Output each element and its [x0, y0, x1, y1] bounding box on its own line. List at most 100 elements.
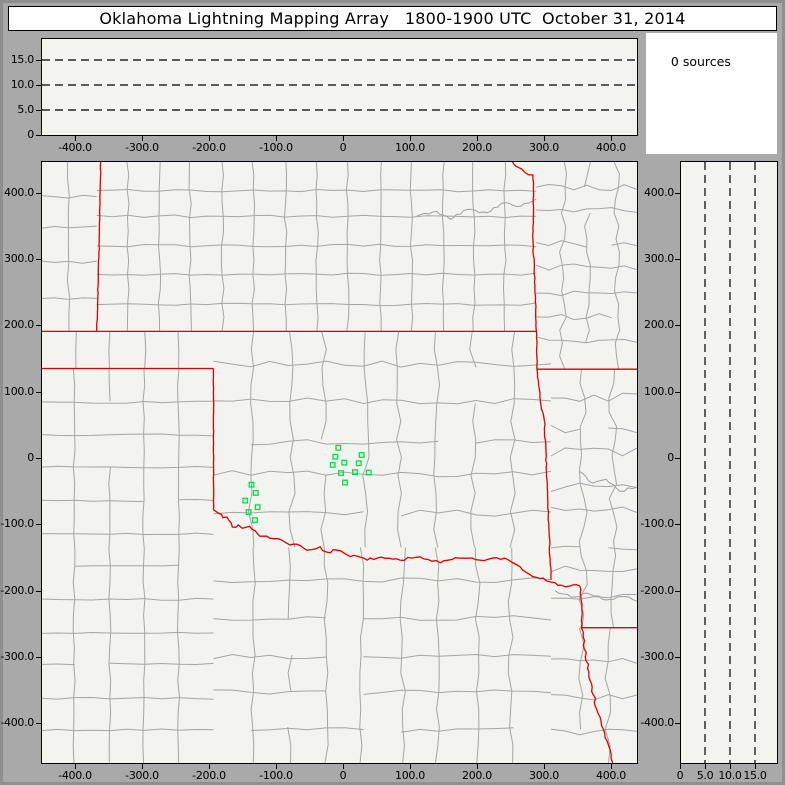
- county-boundary: [550, 506, 637, 513]
- county-boundary: [323, 547, 329, 763]
- county-boundary: [320, 475, 327, 548]
- county-boundary: [213, 653, 327, 660]
- county-boundary: [550, 545, 580, 549]
- county-boundary: [550, 424, 580, 434]
- map-x-tick-label: -100.0: [259, 769, 293, 782]
- map-panel: [41, 161, 638, 764]
- ew-x-tick-label: 200.0: [462, 141, 492, 154]
- lma-station-marker: [245, 509, 252, 516]
- ns-y-tick-label: -100.0: [640, 517, 674, 530]
- county-boundary: [213, 689, 327, 695]
- axis-tick: [477, 136, 478, 141]
- axis-tick: [142, 136, 143, 141]
- county-boundary: [213, 616, 327, 621]
- county-boundary: [72, 368, 76, 763]
- county-boundary: [359, 547, 365, 763]
- axis-tick: [75, 136, 76, 141]
- county-boundary: [213, 470, 552, 478]
- county-boundary: [550, 447, 637, 457]
- axis-tick: [142, 764, 143, 769]
- lma-station-marker: [358, 452, 365, 458]
- axis-tick: [410, 764, 411, 769]
- missouri-kansas-oklahoma-arkansas-border-state-line: [511, 162, 552, 581]
- map-x-tick-label: -400.0: [58, 769, 92, 782]
- county-boundary: [472, 162, 476, 332]
- county-boundary: [320, 331, 327, 440]
- axis-tick: [755, 764, 756, 769]
- county-boundary: [42, 260, 97, 264]
- map-y-tick-label: -100.0: [0, 517, 34, 530]
- county-boundary: [536, 183, 637, 191]
- red-river-border-state-line: [213, 509, 581, 588]
- county-boundary: [42, 225, 97, 229]
- ns-y-tick-label: -200.0: [640, 584, 674, 597]
- county-boundary: [250, 439, 439, 446]
- ns-y-tick-label: 100.0: [644, 385, 674, 398]
- county-boundary: [536, 313, 612, 321]
- county-boundary: [536, 240, 587, 248]
- map-y-tick-label: 400.0: [4, 186, 34, 199]
- river-line: [416, 198, 537, 220]
- lma-station-marker: [342, 479, 348, 486]
- axis-tick: [611, 136, 612, 141]
- ew-x-tick-label: -100.0: [259, 141, 293, 154]
- ew-x-tick-label: 300.0: [529, 141, 559, 154]
- county-boundary: [536, 336, 637, 344]
- ns-y-tick-label: 0: [667, 451, 674, 464]
- county-boundary: [363, 689, 552, 695]
- county-boundary: [536, 207, 637, 213]
- county-boundary: [42, 597, 214, 601]
- county-boundary: [578, 627, 585, 730]
- county-boundary: [395, 331, 402, 548]
- axis-tick: [477, 764, 478, 769]
- map-y-tick-label: -300.0: [0, 650, 34, 663]
- county-boundary: [608, 369, 618, 628]
- lma-station-marker: [365, 469, 372, 476]
- county-boundary: [536, 290, 637, 297]
- ns-y-tick-label: 300.0: [644, 252, 674, 265]
- lma-station-marker: [254, 504, 261, 511]
- county-boundary: [287, 727, 292, 763]
- county-boundary: [441, 162, 445, 332]
- county-boundary: [379, 162, 382, 332]
- county-boundary: [213, 577, 552, 584]
- lma-station-marker: [329, 461, 336, 468]
- lma-station-marker: [251, 517, 258, 524]
- county-boundary: [611, 242, 637, 247]
- county-boundary: [400, 727, 514, 733]
- county-boundary: [108, 467, 112, 763]
- county-boundary: [74, 564, 179, 567]
- county-boundary: [250, 547, 256, 763]
- county-boundary: [362, 331, 370, 548]
- county-boundary: [470, 403, 477, 548]
- county-boundary: [66, 162, 71, 332]
- county-boundary: [475, 439, 552, 444]
- ew-altitude-panel: [41, 38, 638, 136]
- ew-altitude-tick-label: 0: [27, 128, 34, 141]
- ew-x-tick-label: -200.0: [192, 141, 226, 154]
- map-x-tick-label: 100.0: [395, 769, 425, 782]
- county-boundary: [608, 427, 637, 434]
- axis-tick: [544, 136, 545, 141]
- county-boundary: [536, 263, 637, 271]
- river-line: [578, 470, 637, 492]
- lma-station-marker: [341, 459, 348, 466]
- county-boundary: [96, 272, 537, 276]
- lma-station-marker: [335, 444, 342, 451]
- county-boundary: [433, 331, 441, 548]
- county-boundary: [613, 162, 621, 370]
- county-boundary: [550, 482, 637, 492]
- county-boundary: [550, 657, 637, 664]
- ns-altitude-plot: [704, 162, 756, 763]
- county-boundary: [109, 662, 214, 666]
- county-boundary: [42, 728, 214, 732]
- county-boundary: [288, 331, 296, 548]
- axis-tick: [75, 764, 76, 769]
- lma-station-marker: [248, 481, 255, 488]
- axis-tick: [730, 764, 731, 769]
- county-boundary: [608, 547, 637, 551]
- county-boundary: [42, 499, 145, 503]
- axis-tick: [705, 764, 706, 769]
- county-boundary: [584, 212, 591, 344]
- map-x-tick-label: 0: [339, 769, 347, 782]
